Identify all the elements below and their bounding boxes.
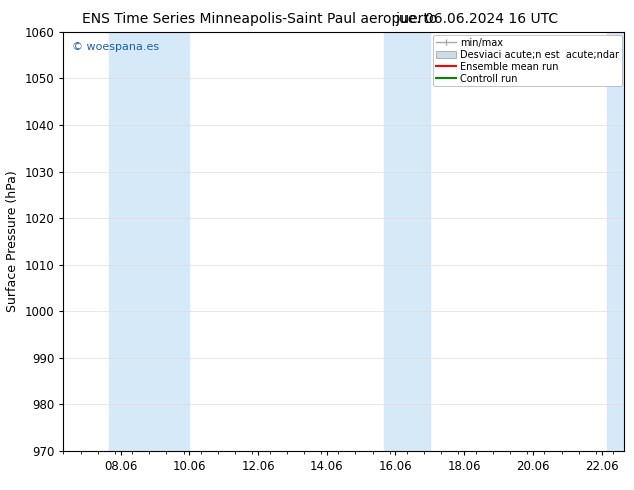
Bar bbox=[109, 32, 132, 451]
Bar bbox=[607, 32, 624, 451]
Text: © woespana.es: © woespana.es bbox=[72, 42, 159, 52]
Text: ENS Time Series Minneapolis-Saint Paul aeropuerto: ENS Time Series Minneapolis-Saint Paul a… bbox=[82, 12, 438, 26]
Y-axis label: Surface Pressure (hPa): Surface Pressure (hPa) bbox=[6, 171, 19, 312]
Legend: min/max, Desviaci acute;n est  acute;ndar, Ensemble mean run, Controll run: min/max, Desviaci acute;n est acute;ndar… bbox=[434, 35, 621, 86]
Bar bbox=[384, 32, 407, 451]
Bar bbox=[407, 32, 430, 451]
Text: jue. 06.06.2024 16 UTC: jue. 06.06.2024 16 UTC bbox=[395, 12, 558, 26]
Bar bbox=[132, 32, 190, 451]
